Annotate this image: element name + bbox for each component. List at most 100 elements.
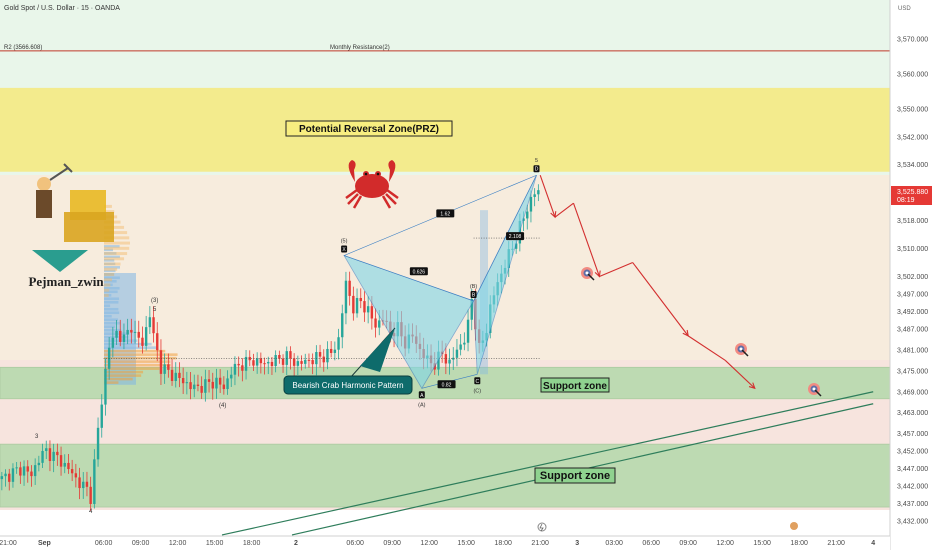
flag-icon[interactable]: [790, 522, 798, 530]
candle-body: [141, 337, 144, 346]
candle-body: [178, 372, 181, 379]
candle-body: [233, 363, 237, 375]
projection-segment: [599, 262, 633, 278]
target-center: [812, 387, 816, 391]
volume-profile-bar: [104, 321, 121, 325]
candle-body: [78, 477, 81, 489]
pattern-point-label-x: X: [342, 247, 346, 253]
candle-body: [85, 481, 89, 487]
volume-profile-bar: [104, 283, 111, 287]
x-tick-label: 12:00: [716, 540, 734, 547]
candle-body: [130, 329, 133, 333]
annotation-labels: Potential Reversal Zone(PRZ) Support zon…: [35, 120, 616, 515]
candle-body: [30, 471, 33, 477]
volume-profile-bar: [104, 225, 125, 229]
volume-profile-bar: [104, 241, 130, 245]
candle-body: [259, 358, 263, 364]
candle-body: [218, 377, 222, 385]
candle-body: [45, 448, 48, 451]
volume-profile-bar: [104, 318, 118, 322]
volume-profile-bar: [104, 273, 115, 277]
candle-body: [122, 334, 126, 342]
candle-body: [281, 358, 285, 365]
support-zone-label-2: Support zone: [534, 467, 616, 484]
volume-profile-bar: [104, 360, 171, 363]
candle-body: [537, 190, 540, 195]
monthly-resistance-caption: Monthly Resistance(2): [330, 45, 390, 51]
candle-body: [285, 351, 288, 365]
pattern-wave-label-d: 5: [535, 158, 538, 164]
volume-profile-bar: [104, 210, 115, 214]
candle-body: [463, 342, 466, 345]
pattern-point-label-c: C: [475, 379, 479, 385]
candle-body: [152, 317, 155, 334]
support-zone-label-1-text: Support zone: [543, 381, 607, 392]
volume-profile-bar: [104, 288, 110, 292]
candle-body: [230, 374, 233, 379]
y-tick-label: 3,534.000: [897, 162, 928, 169]
volume-profile-bar: [104, 278, 112, 282]
candle-body: [326, 348, 329, 363]
pattern-point-c: [474, 377, 481, 385]
candle-body: [204, 379, 207, 393]
volume-profile-bar: [104, 290, 118, 294]
candle-body: [11, 468, 15, 482]
x-tick-label: 06:00: [642, 540, 660, 547]
y-tick-label: 3,542.000: [897, 134, 928, 141]
candle-body: [211, 381, 214, 389]
y-tick-label: 3,481.000: [897, 347, 928, 354]
candle-body: [289, 351, 292, 359]
candle-body: [337, 337, 340, 350]
target-icon-3: [808, 383, 822, 397]
price-badge-price: 3,525.880: [897, 189, 928, 196]
lightning-icon[interactable]: [537, 522, 547, 532]
volume-profile-bar: [104, 353, 178, 356]
candle-body: [207, 379, 211, 382]
monthly-resistance: R2 (3566.608) Monthly Resistance(2): [0, 45, 890, 52]
x-tick-label: 12:00: [169, 540, 187, 547]
background-bands: [0, 0, 890, 510]
candle-body: [296, 361, 300, 366]
target-icon-1: [581, 267, 595, 281]
price-badge-countdown: 08:19: [897, 197, 915, 204]
y-tick-label: 3,510.000: [897, 246, 928, 253]
candle-body: [318, 352, 322, 357]
candle-body: [104, 368, 107, 405]
candle-body: [322, 356, 325, 363]
x-tick-label: 2: [294, 540, 298, 547]
target-icon-2: [735, 343, 749, 357]
volume-profile-bar: [104, 231, 128, 235]
candle-body: [4, 473, 7, 477]
candle-body: [63, 462, 66, 467]
pattern-point-label-d: D: [535, 167, 539, 173]
candle-body: [100, 404, 103, 428]
candle-body: [311, 360, 314, 365]
wave-label-4: 4: [89, 509, 93, 515]
volume-profile-bar: [104, 257, 125, 261]
candle-body: [470, 299, 473, 320]
candle-body: [144, 327, 148, 346]
support-zone-label-2-text: Support zone: [540, 470, 610, 482]
svg-text:(3): (3): [151, 298, 158, 304]
candle-body: [70, 469, 74, 474]
projection-segment: [572, 202, 600, 277]
y-tick-label: 3,502.000: [897, 274, 928, 281]
y-tick-label: 3,447.000: [897, 466, 928, 473]
volume-profile-bar: [104, 363, 171, 367]
y-tick-label: 3,463.000: [897, 410, 928, 417]
volume-profile-bar: [104, 236, 130, 240]
x-tick-label: 09:00: [132, 540, 150, 547]
candle-body: [74, 473, 78, 478]
candle-body: [59, 455, 63, 467]
projection-segment: [554, 202, 574, 218]
candle-body: [33, 465, 37, 477]
y-tick-label: 3,442.000: [897, 484, 928, 491]
candle-body: [270, 361, 274, 367]
x-tick-label: 15:00: [206, 540, 224, 547]
candle-body: [244, 356, 248, 371]
candle-body: [448, 359, 451, 364]
candle-body: [252, 360, 255, 366]
candle-body: [159, 350, 163, 374]
volume-profile-bar: [104, 245, 120, 248]
